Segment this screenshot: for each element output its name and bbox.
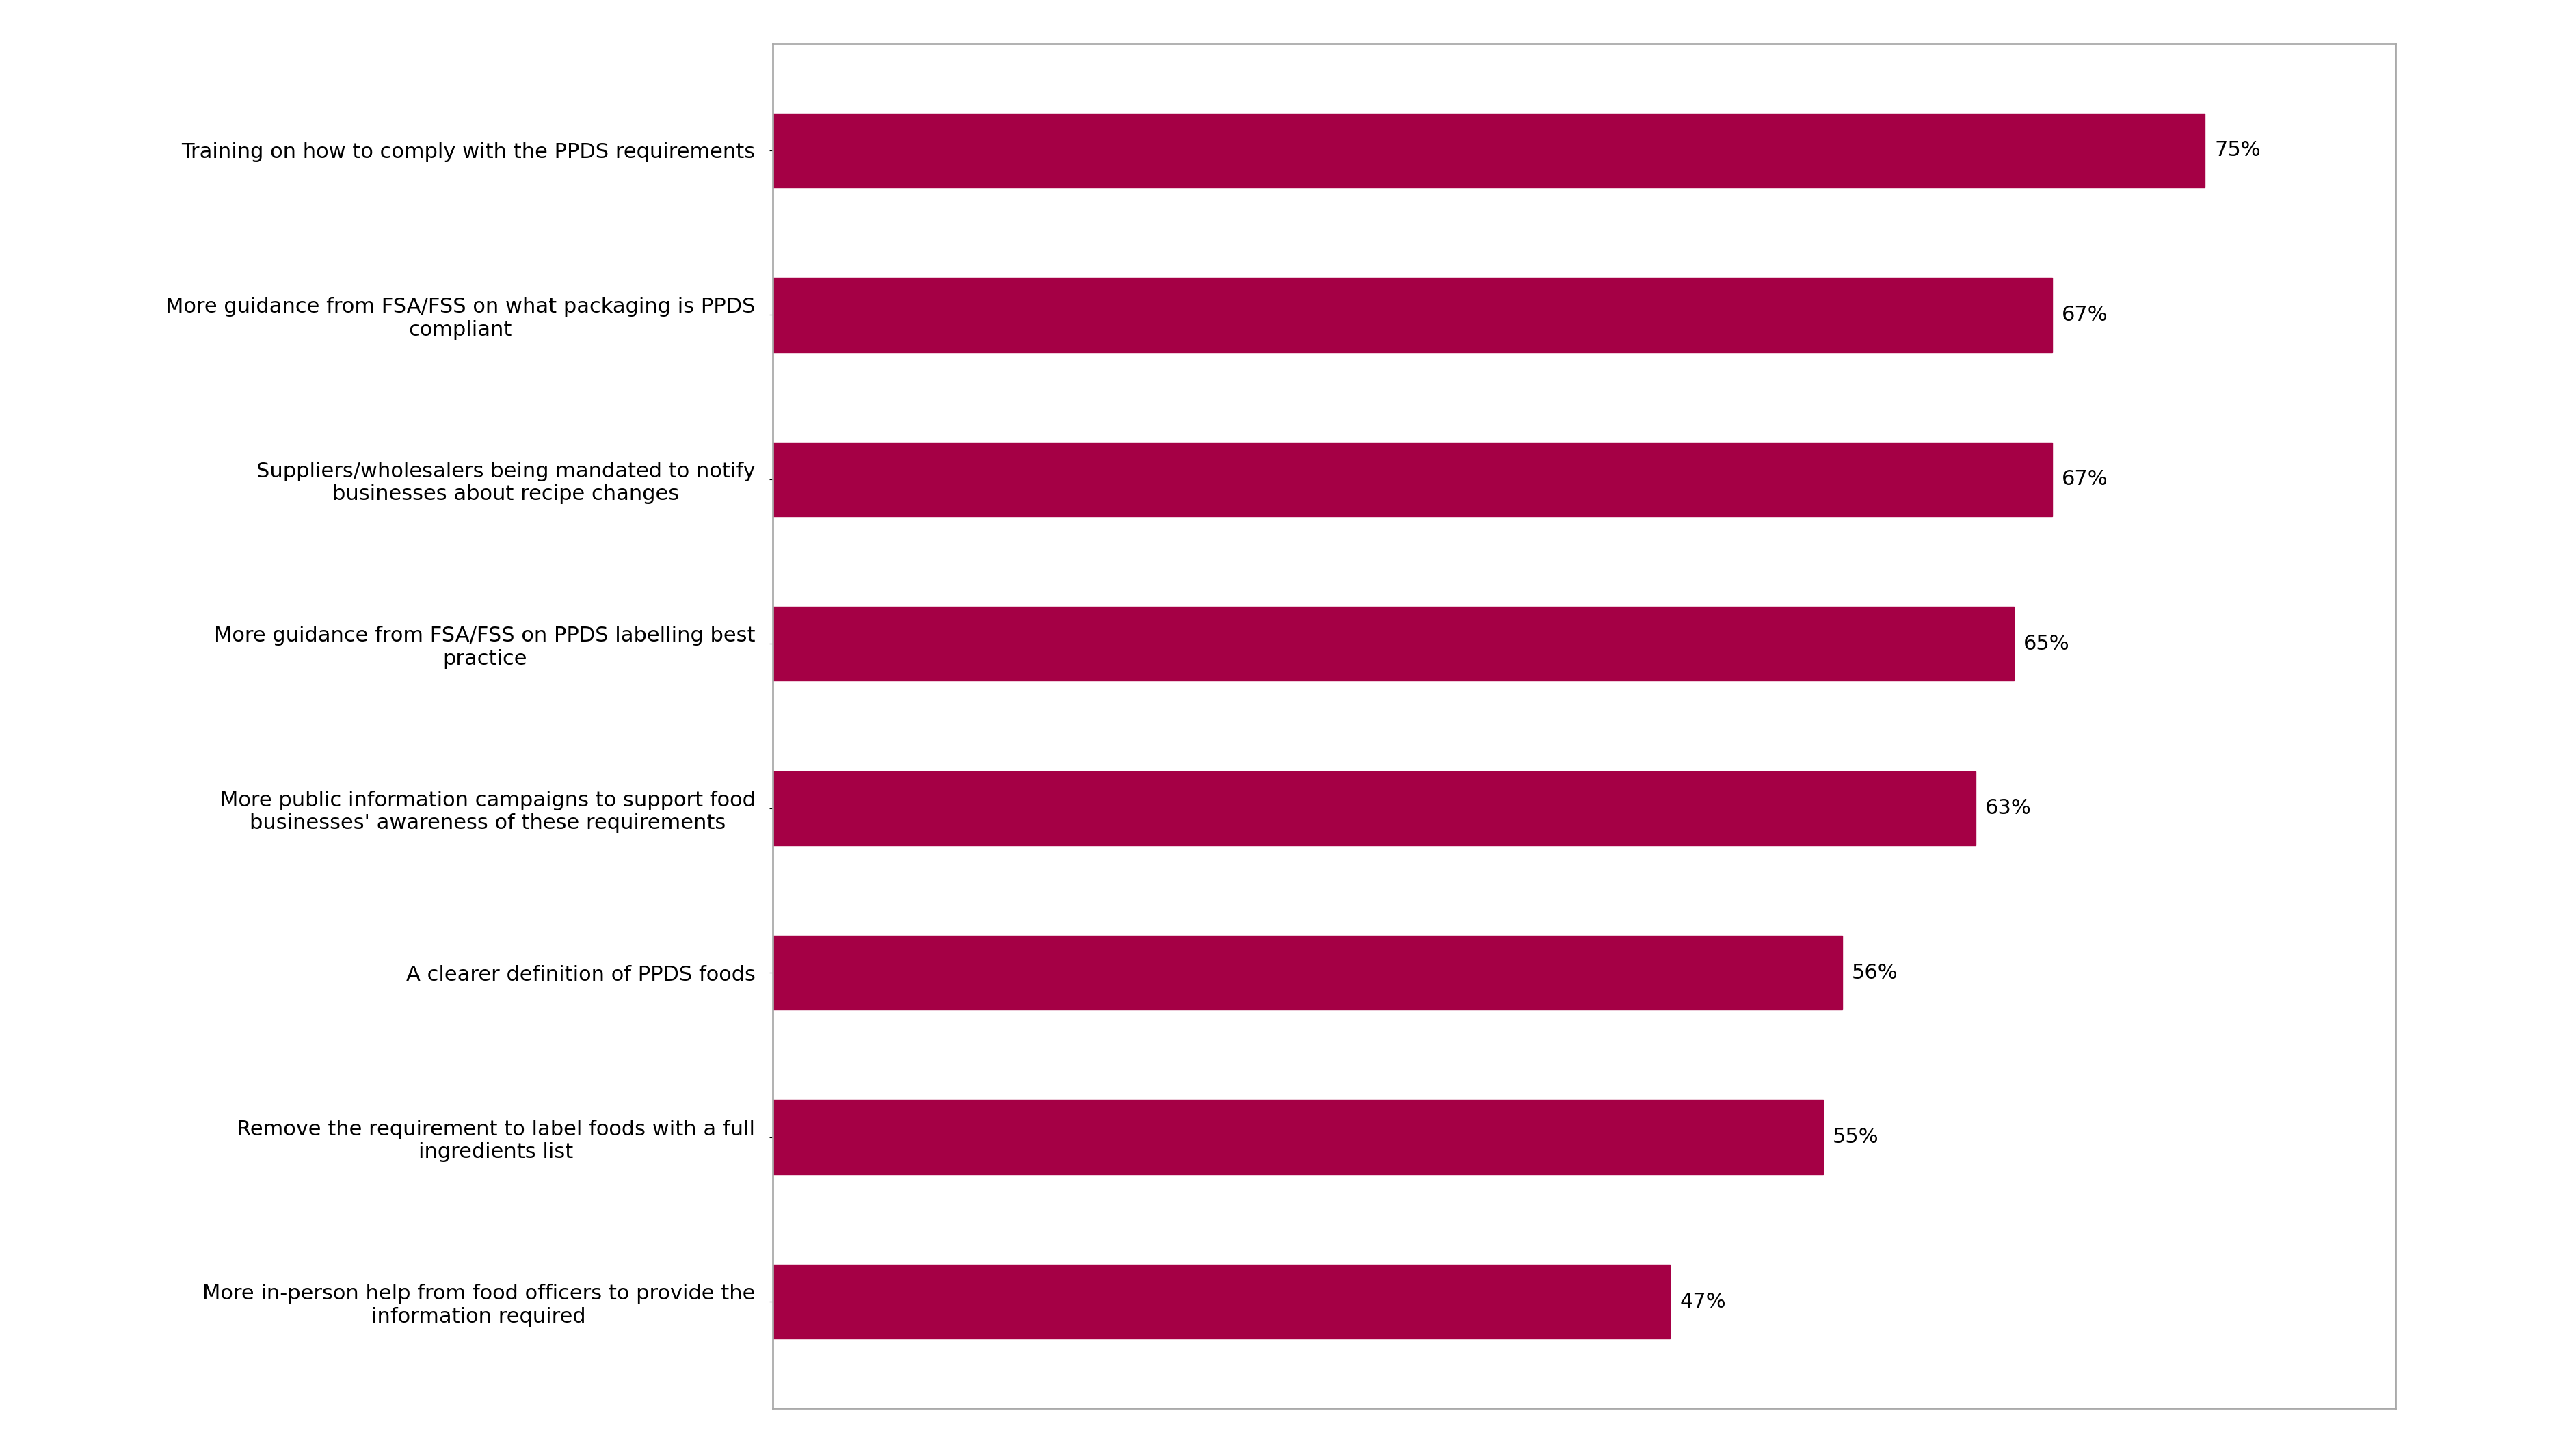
Bar bbox=[773, 277, 2053, 351]
Bar bbox=[773, 771, 1976, 845]
Bar bbox=[773, 1265, 1669, 1339]
Bar bbox=[773, 443, 2053, 517]
Bar bbox=[773, 935, 1842, 1009]
Bar bbox=[773, 1101, 1824, 1175]
Text: 75%: 75% bbox=[2215, 141, 2262, 160]
Text: 67%: 67% bbox=[2061, 305, 2107, 325]
Text: 65%: 65% bbox=[2022, 635, 2069, 653]
Text: 55%: 55% bbox=[1832, 1127, 1878, 1147]
Bar bbox=[773, 113, 2205, 187]
Text: 67%: 67% bbox=[2061, 469, 2107, 489]
Text: 47%: 47% bbox=[1680, 1292, 1726, 1311]
Text: 56%: 56% bbox=[1852, 963, 1899, 983]
Bar bbox=[773, 607, 2014, 681]
Text: 63%: 63% bbox=[1986, 799, 2032, 817]
